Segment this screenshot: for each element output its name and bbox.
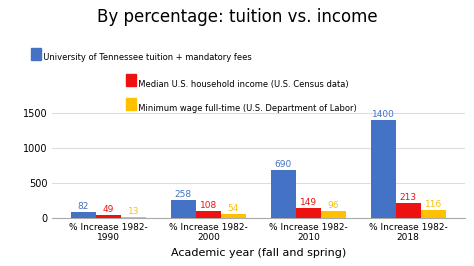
- X-axis label: Academic year (fall and spring): Academic year (fall and spring): [171, 248, 346, 258]
- Text: 82: 82: [78, 202, 89, 211]
- Bar: [196, 211, 221, 218]
- Text: 213: 213: [400, 193, 417, 202]
- Text: 108: 108: [200, 201, 217, 210]
- Bar: [396, 203, 421, 218]
- Text: 116: 116: [425, 200, 442, 209]
- Bar: [421, 210, 446, 218]
- Text: 690: 690: [275, 160, 292, 169]
- Text: 258: 258: [175, 190, 192, 199]
- Bar: [221, 214, 246, 218]
- Text: 149: 149: [300, 198, 317, 207]
- Bar: [96, 215, 121, 218]
- Bar: [121, 217, 146, 218]
- Text: 13: 13: [128, 207, 139, 216]
- Bar: [371, 120, 396, 218]
- Bar: [71, 212, 96, 218]
- Text: University of Tennessee tuition + mandatory fees: University of Tennessee tuition + mandat…: [38, 53, 252, 62]
- Bar: [296, 208, 321, 218]
- Text: 49: 49: [103, 205, 114, 214]
- Bar: [171, 200, 196, 218]
- Text: Minimum wage full-time (U.S. Department of Labor): Minimum wage full-time (U.S. Department …: [133, 104, 356, 113]
- Text: Median U.S. household income (U.S. Census data): Median U.S. household income (U.S. Censu…: [133, 80, 348, 89]
- Text: 54: 54: [228, 204, 239, 213]
- Text: By percentage: tuition vs. income: By percentage: tuition vs. income: [97, 8, 377, 26]
- Text: 1400: 1400: [372, 110, 395, 119]
- Bar: [271, 170, 296, 218]
- Text: 96: 96: [328, 201, 339, 210]
- Bar: [321, 211, 346, 218]
